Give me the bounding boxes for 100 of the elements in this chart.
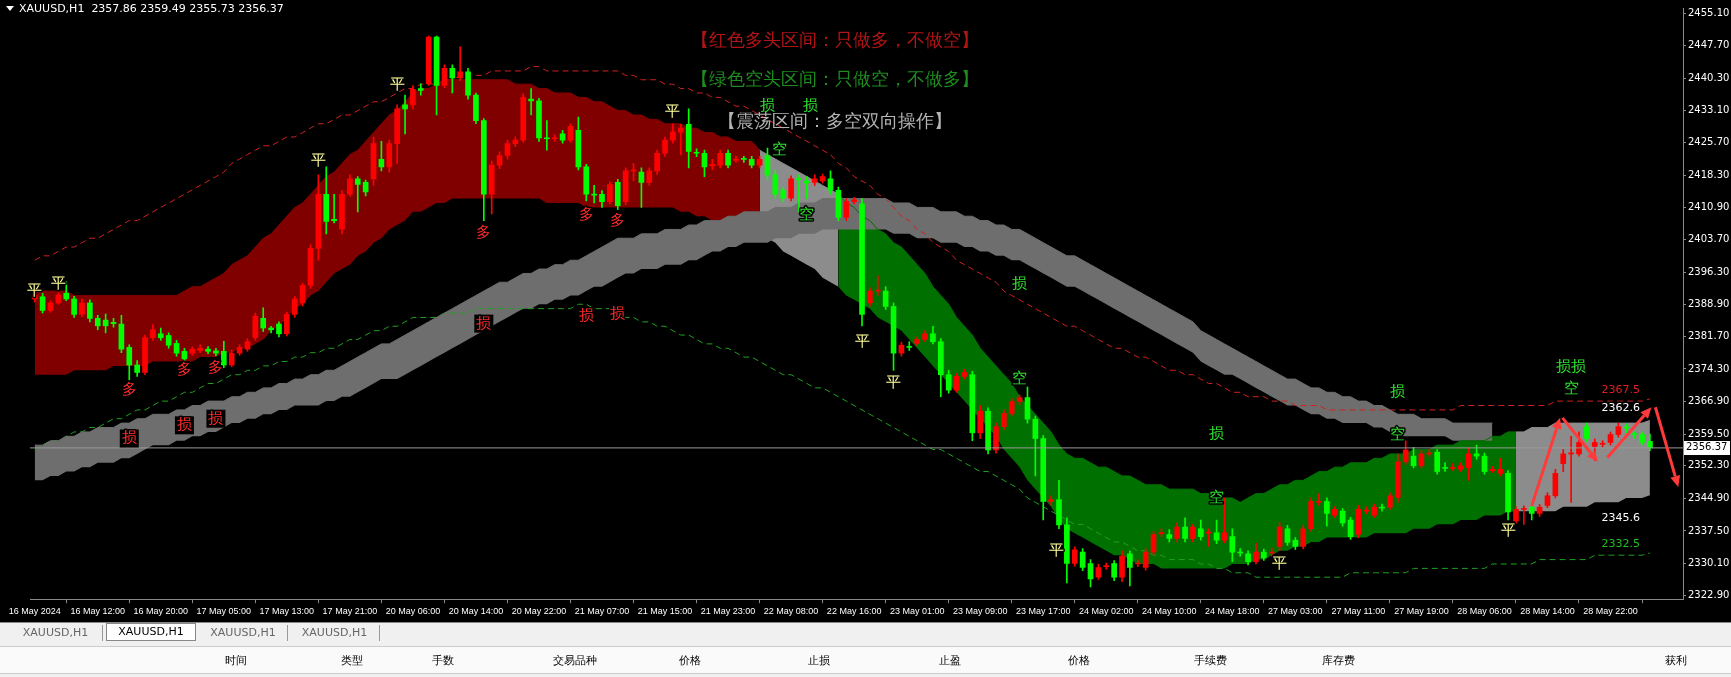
annotation: 平 <box>310 151 326 170</box>
candlestick <box>1450 463 1456 471</box>
annotation: 空 <box>1012 368 1028 387</box>
candlestick <box>1521 505 1527 525</box>
y-tick-label: 2396.30 <box>1688 265 1730 277</box>
x-tick-label: 23 May 09:00 <box>952 606 1008 617</box>
annotation: 损 <box>208 408 224 427</box>
y-tick-label: 2359.50 <box>1688 427 1730 439</box>
x-tick-label: 24 May 02:00 <box>1078 606 1134 617</box>
candlestick <box>331 193 337 224</box>
y-tick-label: 2418.30 <box>1688 168 1730 180</box>
text: 价格 <box>679 653 701 668</box>
text: XAUUSD,H1 <box>9 625 103 641</box>
text: 时间 <box>225 653 247 668</box>
annotation: 空 <box>771 140 787 159</box>
x-tick-label: 27 May 03:00 <box>1268 606 1323 617</box>
candlestick <box>551 134 558 142</box>
x-tick-label: 23 May 01:00 <box>889 606 945 617</box>
annotation: 2345.6 <box>1601 511 1641 525</box>
candlestick <box>1103 562 1110 570</box>
y-tick-label: 2366.90 <box>1688 395 1730 407</box>
x-tick-label: 27 May 19:00 <box>1394 606 1449 617</box>
text: XAUUSD,H1 <box>290 625 380 641</box>
annotation: 损 <box>176 415 192 434</box>
text: 价格 <box>1068 653 1090 668</box>
x-tick-label: 16 May 2024 <box>8 606 61 617</box>
text: XAUUSD,H1 <box>106 623 196 641</box>
text: 止损 <box>808 653 830 668</box>
annotation: 平 <box>1049 540 1065 559</box>
candlestick <box>1442 462 1448 472</box>
x-tick-label: 17 May 05:00 <box>196 606 252 617</box>
x-tick-label: 22 May 08:00 <box>763 606 819 617</box>
x-tick-label: 22 May 16:00 <box>826 606 882 617</box>
annotation: 多 <box>610 211 626 230</box>
annotation: 损 <box>578 306 594 325</box>
candlestick <box>402 94 408 135</box>
y-tick-label: 2322.90 <box>1688 588 1730 600</box>
x-tick-label: 20 May 22:00 <box>511 606 567 617</box>
y-tick-label: 2425.70 <box>1688 136 1730 148</box>
x-tick-label: 28 May 14:00 <box>1520 606 1575 617</box>
x-tick-label: 20 May 14:00 <box>448 606 504 617</box>
y-tick-label: 2344.90 <box>1688 491 1730 503</box>
annotation: 2332.5 <box>1601 537 1641 551</box>
annotation: 2362.6 <box>1601 401 1641 415</box>
text: 类型 <box>341 653 363 668</box>
y-tick-label: 2337.50 <box>1688 524 1730 536</box>
text: 手续费 <box>1193 653 1227 668</box>
x-tick-label: 16 May 20:00 <box>133 606 189 617</box>
annotation: 空 <box>1563 378 1579 397</box>
x-tick-label: 23 May 17:00 <box>1015 606 1071 617</box>
candlestick <box>417 83 424 96</box>
y-tick-label: 2447.70 <box>1688 39 1730 51</box>
y-tick-label: 2455.10 <box>1688 6 1730 18</box>
x-tick-label: 16 May 12:00 <box>70 606 126 617</box>
x-tick-label: 20 May 06:00 <box>385 606 441 617</box>
ref-line-label: 2356.37 <box>1686 441 1728 453</box>
candlestick <box>804 176 810 199</box>
annotation: 【红色多头区间：只做多，不做空】 <box>691 29 979 50</box>
y-tick-label: 2410.90 <box>1688 201 1730 213</box>
annotation: 损 <box>1390 382 1406 401</box>
annotation: 平 <box>50 274 66 293</box>
annotation: 多 <box>176 360 192 379</box>
text: 库存费 <box>1321 653 1355 668</box>
chart-title: XAUUSD,H1 2357.86 2359.49 2355.73 2356.37 <box>19 2 284 15</box>
annotation: 损 <box>1012 273 1028 292</box>
text: 手数 <box>432 653 454 668</box>
annotation: 平 <box>1272 554 1288 573</box>
annotation: 多 <box>578 205 594 224</box>
annotation: 损 <box>121 428 137 447</box>
text: XAUUSD,H1 <box>199 625 288 641</box>
y-tick-label: 2440.30 <box>1688 72 1730 84</box>
annotation: 损损 <box>1556 356 1587 375</box>
annotation: 损 <box>610 304 626 323</box>
x-tick-label: 24 May 18:00 <box>1205 606 1260 617</box>
text: 交易品种 <box>553 653 597 668</box>
x-tick-label: 21 May 07:00 <box>574 606 630 617</box>
x-tick-label: 27 May 11:00 <box>1331 606 1386 617</box>
annotation: 损 <box>476 313 492 332</box>
annotation: 平 <box>854 331 870 350</box>
y-tick-label: 2352.30 <box>1688 459 1730 471</box>
candlestick <box>457 46 464 81</box>
x-tick-label: 17 May 13:00 <box>259 606 315 617</box>
y-tick-label: 2374.30 <box>1688 362 1730 374</box>
annotation: 空 <box>799 204 815 223</box>
annotation: 平 <box>389 75 405 94</box>
annotation: 平 <box>665 102 681 121</box>
candlestick <box>906 341 913 351</box>
x-tick-label: 24 May 10:00 <box>1142 606 1197 617</box>
candlestick <box>354 176 361 213</box>
annotation: 【绿色空头区间：只做空，不做多】 <box>691 68 979 89</box>
candlestick <box>1316 493 1322 506</box>
y-tick-label: 2433.10 <box>1688 103 1730 115</box>
annotation: 平 <box>27 280 43 299</box>
y-tick-label: 2381.70 <box>1688 329 1730 341</box>
candlestick <box>544 120 550 151</box>
annotation: 损 <box>1209 424 1225 443</box>
y-tick-label: 2330.10 <box>1688 557 1730 569</box>
x-tick-label: 28 May 06:00 <box>1457 606 1512 617</box>
x-tick-label: 21 May 15:00 <box>637 606 693 617</box>
y-tick-label: 2388.90 <box>1688 298 1730 310</box>
